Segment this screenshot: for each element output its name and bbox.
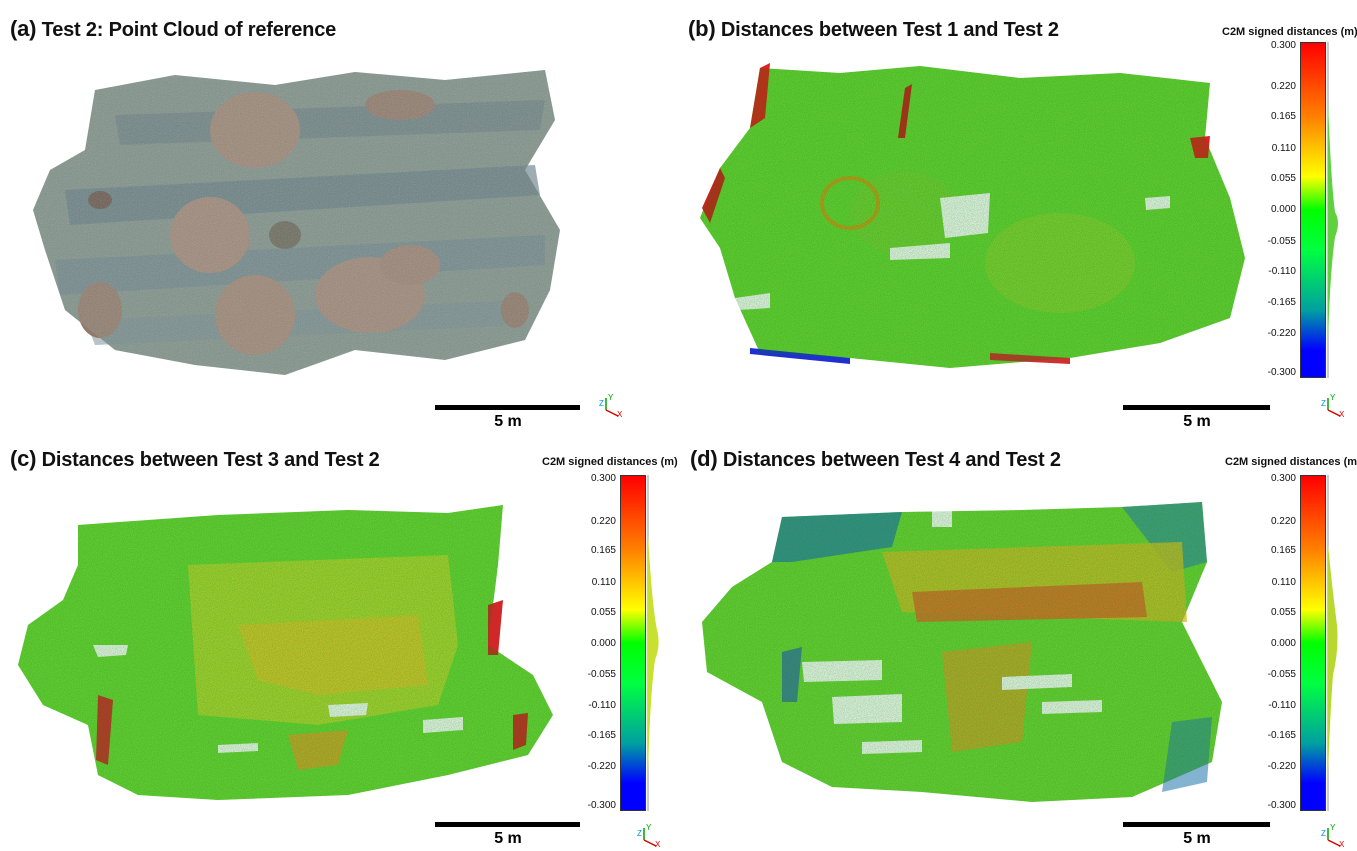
colorbar-tick-c: 0.165 (590, 545, 616, 556)
colorbar-tick-d: 0.055 (1270, 607, 1296, 618)
colorbar-tick-c: 0.300 (590, 473, 616, 484)
axis-y-label: Y (1330, 823, 1336, 832)
axis-z-label: Z (637, 829, 642, 838)
colorbar-c (620, 475, 646, 811)
colorbar-tick-b: 0.165 (1270, 111, 1296, 122)
axis-x-label: X (1339, 840, 1345, 848)
colorbar-tick-c: -0.300 (587, 800, 616, 811)
colorbar-tick-b: -0.165 (1267, 297, 1296, 308)
colorbar-tick-d: -0.300 (1267, 800, 1296, 811)
colorbar-tick-d: 0.000 (1270, 638, 1296, 649)
panel-d: (d) Distances between Test 4 and Test 2 … (680, 430, 1357, 851)
colorbar-tick-d: 0.220 (1270, 516, 1296, 527)
panel-a-title-text: Test 2: Point Cloud of reference (41, 19, 337, 41)
colorbar-title-b: C2M signed distances (m) (1222, 26, 1357, 38)
scale-label-d: 5 m (1183, 830, 1211, 847)
axis-y-label: Y (646, 823, 652, 832)
panel-a-title: (a) Test 2: Point Cloud of reference (10, 16, 336, 42)
panel-a-tag: (a) (10, 16, 37, 41)
axis-x-label: X (617, 410, 623, 418)
distance-map-b (700, 63, 1245, 368)
panel-c-title-text: Distances between Test 3 and Test 2 (41, 449, 380, 471)
scale-label-a: 5 m (494, 413, 522, 430)
colorbar-tick-d: -0.110 (1268, 700, 1296, 711)
scale-label-c: 5 m (494, 830, 522, 847)
scale-bar-b (1123, 405, 1270, 410)
axis-z-label: Z (1321, 829, 1326, 838)
axis-z-label: Z (1321, 399, 1326, 408)
colorbar-histogram-d (1327, 475, 1338, 811)
colorbar-tick-d: 0.110 (1271, 577, 1296, 588)
colorbar-tick-d: 0.300 (1270, 473, 1296, 484)
colorbar-tick-b: -0.110 (1268, 266, 1296, 277)
colorbar-tick-c: 0.000 (590, 638, 616, 649)
colorbar-d (1300, 475, 1326, 811)
colorbar-histogram-c (647, 475, 659, 811)
axis-triad-icon: Y Z X (637, 823, 661, 848)
panel-d-title-text: Distances between Test 4 and Test 2 (722, 449, 1061, 471)
colorbar-tick-b: 0.055 (1270, 173, 1296, 184)
reference-point-cloud (33, 70, 560, 375)
colorbar-title-d: C2M signed distances (m) (1225, 456, 1357, 468)
colorbar-tick-d: -0.055 (1267, 669, 1296, 680)
panel-c: (c) Distances between Test 3 and Test 2 … (0, 430, 680, 851)
axis-x-label: X (655, 840, 661, 848)
colorbar-tick-c: -0.165 (587, 730, 616, 741)
axis-triad-icon: Y Z X (599, 393, 623, 418)
axis-x-label: X (1339, 410, 1345, 418)
colorbar-tick-d: -0.165 (1267, 730, 1296, 741)
colorbar-tick-c: -0.055 (587, 669, 616, 680)
colorbar-tick-b: -0.300 (1267, 367, 1296, 378)
axis-triad-icon: Y Z X (1321, 823, 1345, 848)
scale-bar-d (1123, 822, 1270, 827)
colorbar-tick-c: 0.110 (591, 577, 616, 588)
panel-b-title: (b) Distances between Test 1 and Test 2 (688, 16, 1059, 42)
colorbar-title-c: C2M signed distances (m) (542, 456, 678, 468)
scale-bar-a (435, 405, 580, 410)
distance-map-d (702, 502, 1222, 802)
axis-y-label: Y (1330, 393, 1336, 402)
colorbar-tick-c: -0.220 (587, 761, 616, 772)
scale-label-b: 5 m (1183, 413, 1211, 430)
colorbar-tick-b: -0.220 (1267, 328, 1296, 339)
colorbar-tick-b: -0.055 (1267, 236, 1296, 247)
colorbar-tick-d: 0.165 (1270, 545, 1296, 556)
panel-d-title: (d) Distances between Test 4 and Test 2 (690, 446, 1061, 472)
panel-a: (a) Test 2: Point Cloud of reference 5 m… (0, 0, 680, 430)
colorbar-tick-c: 0.220 (590, 516, 616, 527)
colorbar-tick-d: -0.220 (1267, 761, 1296, 772)
colorbar-tick-c: -0.110 (588, 700, 616, 711)
colorbar-tick-b: 0.220 (1270, 81, 1296, 92)
panel-b: (b) Distances between Test 1 and Test 2 … (680, 0, 1357, 430)
colorbar-tick-b: 0.110 (1271, 143, 1296, 154)
panel-b-tag: (b) (688, 16, 716, 41)
panel-b-title-text: Distances between Test 1 and Test 2 (720, 19, 1059, 41)
scale-bar-c (435, 822, 580, 827)
colorbar-histogram-b (1327, 42, 1338, 378)
panel-c-tag: (c) (10, 446, 37, 471)
axis-z-label: Z (599, 399, 604, 408)
colorbar-b (1300, 42, 1326, 378)
panel-c-title: (c) Distances between Test 3 and Test 2 (10, 446, 380, 472)
axis-y-label: Y (608, 393, 614, 402)
colorbar-tick-b: 0.000 (1270, 204, 1296, 215)
panel-d-tag: (d) (690, 446, 718, 471)
colorbar-tick-c: 0.055 (590, 607, 616, 618)
axis-triad-icon: Y Z X (1321, 393, 1345, 418)
colorbar-tick-b: 0.300 (1270, 40, 1296, 51)
distance-map-c (18, 505, 553, 800)
